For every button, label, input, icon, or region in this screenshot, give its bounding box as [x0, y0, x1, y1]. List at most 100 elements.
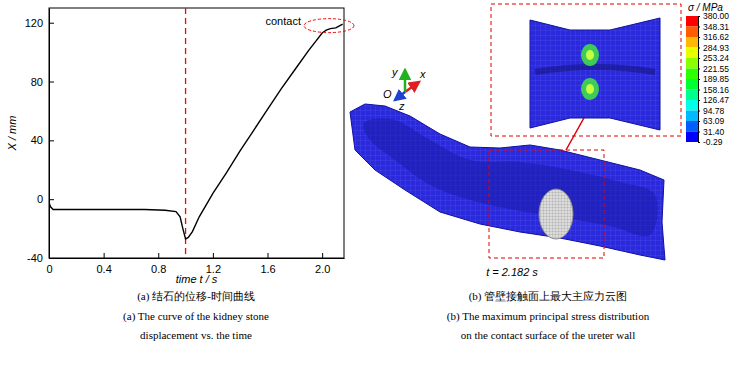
tick: 158.16: [698, 85, 729, 95]
tick-label: 120: [25, 17, 43, 29]
zoom-box: [489, 150, 604, 258]
tick-mark: [698, 90, 700, 91]
tick-mark: [698, 111, 700, 112]
tick: 348.31: [698, 22, 729, 32]
tick-label: 189.85: [703, 74, 729, 84]
tick-label: 221.55: [703, 64, 729, 74]
line-chart: 00.40.81.21.62.0-4004080120time t / sX /…: [6, 8, 354, 285]
tick-mark: [49, 82, 54, 83]
tick-mark: [158, 253, 159, 258]
tick: 1.6: [260, 253, 275, 275]
tick-mark: [49, 23, 54, 24]
inset-box: [491, 4, 681, 136]
tick-mark: [698, 58, 700, 59]
tick: 189.85: [698, 74, 729, 84]
plot-area: [49, 8, 343, 258]
tick-mark: [49, 140, 54, 141]
stress-spot-core: [586, 84, 594, 94]
tick-mark: [698, 142, 700, 143]
tick-label: 2.0: [315, 263, 330, 275]
colorbar-segment: [686, 90, 698, 100]
tick: 40: [31, 134, 54, 146]
stress-spot-core: [586, 50, 594, 60]
triad-arrow: [404, 70, 407, 92]
y-axis-title: X / mm: [6, 116, 18, 152]
colorbar-segment: [686, 26, 698, 36]
colorbar-line: [698, 17, 699, 143]
tick-label: 253.24: [703, 53, 729, 63]
colorbar-segment: [686, 132, 698, 142]
tick-label: 316.62: [703, 32, 729, 42]
tick: 284.93: [698, 43, 729, 53]
tick-mark: [698, 121, 700, 122]
colorbar-segment: [686, 121, 698, 131]
tick: 94.78: [698, 106, 725, 116]
reference-line: [185, 8, 186, 258]
tick-mark: [698, 37, 700, 38]
tick: 316.62: [698, 32, 729, 42]
caption: (a) The curve of the kidney stone: [123, 310, 269, 323]
tick-mark: [698, 132, 700, 133]
tick: 221.55: [698, 64, 729, 74]
axis-line: [50, 258, 345, 259]
tick-label: 31.40: [703, 127, 725, 137]
tick-label: 0.4: [96, 263, 111, 275]
tick: 31.40: [698, 127, 725, 137]
triad-arrow: [395, 92, 405, 100]
tick-mark: [322, 253, 323, 258]
colorbar-segment: [686, 79, 698, 89]
colorbar-axis: 380.00348.31316.62284.93253.24221.55189.…: [698, 11, 729, 147]
colorbar-segment: [686, 47, 698, 57]
tick-label: 284.93: [703, 43, 729, 53]
colorbar-segment: [686, 111, 698, 121]
tick-label: -0.29: [703, 137, 723, 147]
triad-arrow: [405, 82, 419, 92]
data-line: [49, 24, 343, 239]
triad-label: x: [419, 68, 426, 80]
tick: 0.8: [151, 253, 166, 275]
tick: -40: [27, 252, 54, 264]
tick-label: 80: [31, 76, 43, 88]
colorbar-segment: [686, 100, 698, 110]
tick: 1.2: [206, 253, 221, 275]
tick-mark: [698, 68, 700, 69]
tick-mark: [698, 79, 700, 80]
caption: (a) 结石的位移-时间曲线: [137, 290, 255, 303]
tick: 126.47: [698, 95, 729, 105]
tick-label: 1.6: [260, 263, 275, 275]
caption: (b) The maximum principal stress distrib…: [447, 310, 650, 323]
tick: -0.29: [698, 137, 723, 147]
tick-label: 348.31: [703, 22, 729, 32]
tick-mark: [698, 16, 700, 17]
x-axis: 00.40.81.21.62.0: [46, 253, 344, 275]
colorbar-segment: [686, 37, 698, 47]
inset-wall: [530, 18, 660, 130]
tick-mark: [213, 253, 214, 258]
tick-mark: [104, 253, 105, 258]
tick: 80: [31, 76, 54, 88]
tick-mark: [698, 100, 700, 101]
y-axis: -40 0 40 80 120: [25, 9, 54, 265]
time-label: t = 2.182 s: [486, 266, 538, 278]
stress-spot: [581, 44, 599, 66]
tick-label: 126.47: [703, 95, 729, 105]
tick-mark: [49, 199, 54, 200]
figure: 00.40.81.21.62.0-4004080120time t / sX /…: [0, 0, 747, 373]
annotation: contact: [266, 15, 301, 27]
tick-label: -40: [27, 252, 43, 264]
colorbar-segment: [686, 58, 698, 68]
tick: 120: [25, 17, 54, 29]
inset-lumen: [535, 67, 655, 72]
tick-label: 0: [37, 193, 43, 205]
caption: displacement vs. the time: [140, 329, 252, 341]
tick: 0.4: [96, 253, 111, 275]
tick-mark: [698, 47, 700, 48]
tick-label: 158.16: [703, 85, 729, 95]
tick: 0: [37, 193, 54, 205]
tick: 63.09: [698, 116, 725, 126]
annotation-ellipse: [304, 19, 354, 33]
tick-mark: [698, 26, 700, 27]
colorbar: σ / MPa380.00348.31316.62284.93253.24221…: [686, 2, 729, 147]
tick-mark: [268, 253, 269, 258]
tick: 380.00: [698, 11, 729, 21]
